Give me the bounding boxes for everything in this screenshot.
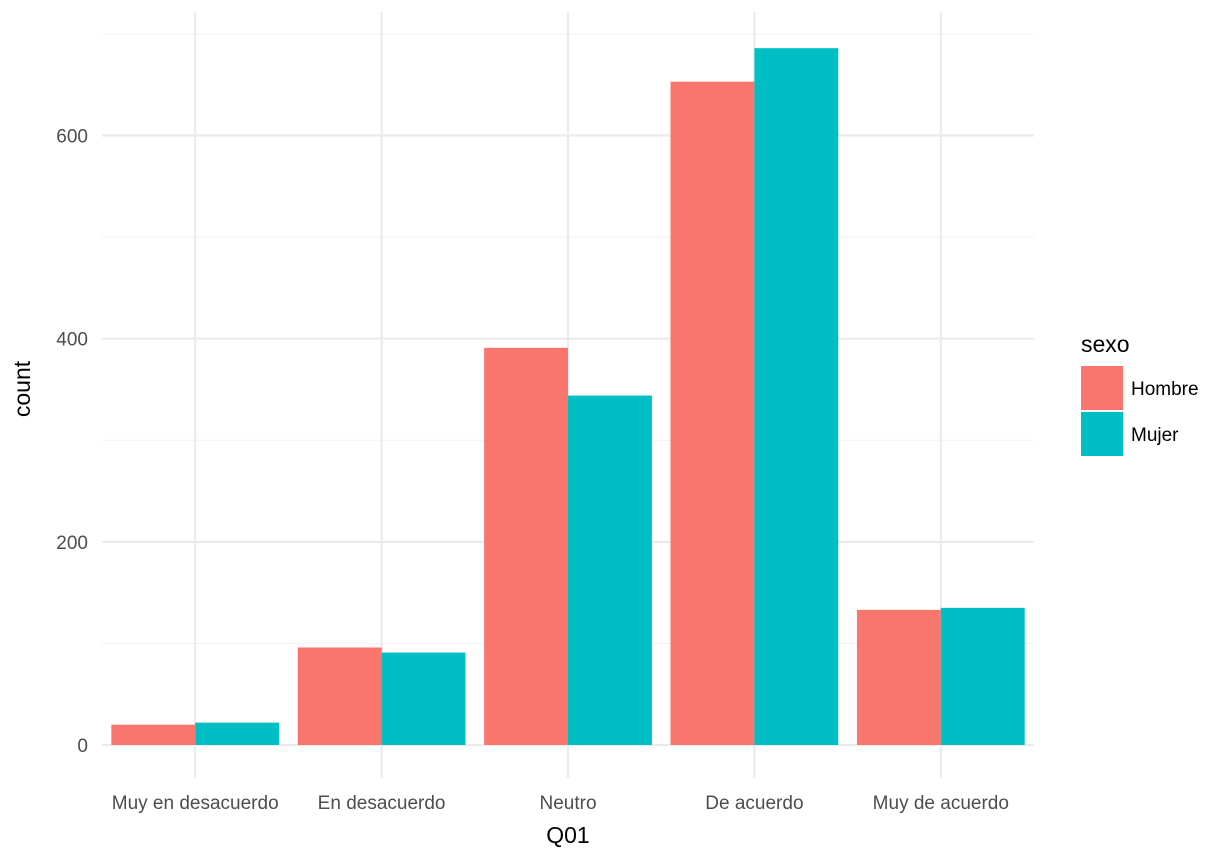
y-tick-label: 600 xyxy=(56,127,88,148)
x-axis-title: Q01 xyxy=(546,822,589,848)
bar-hombre-2 xyxy=(297,647,382,745)
x-tick-label: De acuerdo xyxy=(705,793,803,814)
legend-title: sexo xyxy=(1081,331,1130,357)
legend-label-hombre: Hombre xyxy=(1131,379,1199,400)
y-tick-labels: 0 200 400 600 xyxy=(56,127,88,757)
x-tick-labels: Muy en desacuerdo En desacuerdo Neutro De a… xyxy=(112,793,1009,814)
x-tick-label: Neutro xyxy=(539,793,596,814)
y-tick-label: 0 xyxy=(77,736,88,757)
y-tick-label: 200 xyxy=(56,533,88,554)
bar-mujer-4 xyxy=(754,48,839,746)
bar-hombre-3 xyxy=(484,347,568,745)
bar-mujer-1 xyxy=(195,722,280,745)
bar-mujer-2 xyxy=(381,652,466,745)
x-tick-label: Muy en desacuerdo xyxy=(112,793,279,814)
legend-key-hombre xyxy=(1081,366,1123,410)
bars xyxy=(111,48,1025,746)
legend-label-mujer: Mujer xyxy=(1131,425,1179,446)
y-tick-label: 400 xyxy=(56,330,88,351)
bar-mujer-5 xyxy=(940,607,1025,745)
bar-hombre-1 xyxy=(111,724,196,745)
bar-hombre-5 xyxy=(856,609,941,745)
bar-mujer-3 xyxy=(568,395,652,745)
bar-hombre-4 xyxy=(670,81,755,745)
x-tick-label: En desacuerdo xyxy=(318,793,446,814)
legend-key-mujer xyxy=(1081,412,1123,456)
legend: sexo Hombre Mujer xyxy=(1081,331,1199,456)
x-tick-label: Muy de acuerdo xyxy=(873,793,1009,814)
y-axis-title: count xyxy=(9,360,35,417)
